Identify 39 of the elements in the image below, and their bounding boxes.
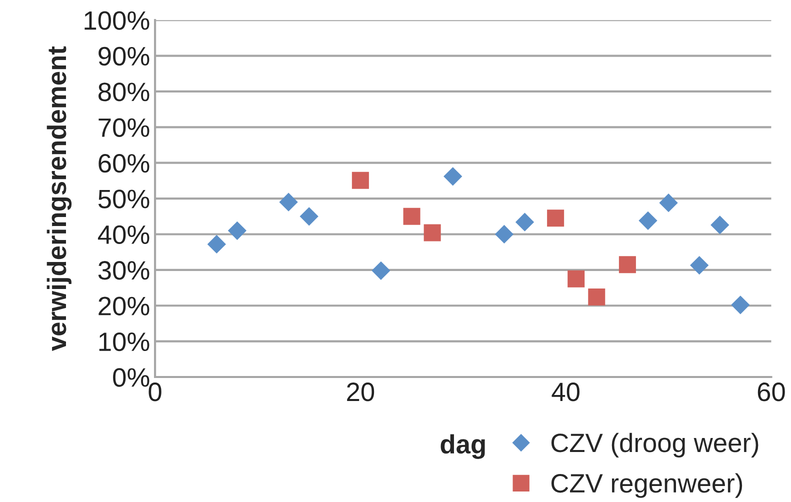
legend-label: CZV (droog weer) (551, 432, 758, 458)
point (659, 194, 678, 212)
y-tick-label: 30% (98, 261, 150, 280)
y-tick-label: 50% (98, 190, 150, 208)
x-axis-title: dag (440, 434, 485, 459)
point (568, 270, 585, 288)
point (638, 211, 658, 230)
y-axis-title: verwijderingsrendement (46, 46, 72, 351)
y-tick-label: 90% (98, 46, 150, 66)
point (618, 256, 636, 274)
point (588, 288, 606, 306)
legend-label: CZV regenweer) (551, 473, 742, 498)
y-tick-label: 20% (98, 296, 150, 316)
point (547, 210, 564, 227)
point (279, 192, 298, 212)
y-tick-label: 40% (98, 225, 150, 244)
point (300, 207, 318, 226)
y-tick-label: 10% (99, 332, 150, 352)
point (372, 261, 390, 280)
point (403, 208, 420, 225)
point (207, 234, 226, 254)
point (228, 221, 247, 240)
point (494, 224, 514, 244)
point (710, 216, 730, 234)
point (515, 212, 534, 232)
x-tick-label: 20 (347, 382, 374, 402)
point (731, 296, 750, 314)
point (352, 172, 369, 189)
point (690, 256, 709, 275)
x-tick-label: 60 (758, 382, 785, 402)
y-tick-label: 60% (98, 154, 150, 173)
point (424, 224, 441, 242)
point (444, 167, 462, 186)
x-tick-label: 0 (148, 382, 162, 402)
x-tick-label: 40 (552, 382, 580, 402)
y-tick-label: 80% (98, 82, 150, 102)
y-tick-label: 0% (113, 368, 150, 387)
y-tick-label: 100% (84, 11, 150, 30)
y-tick-label: 70% (98, 118, 150, 137)
